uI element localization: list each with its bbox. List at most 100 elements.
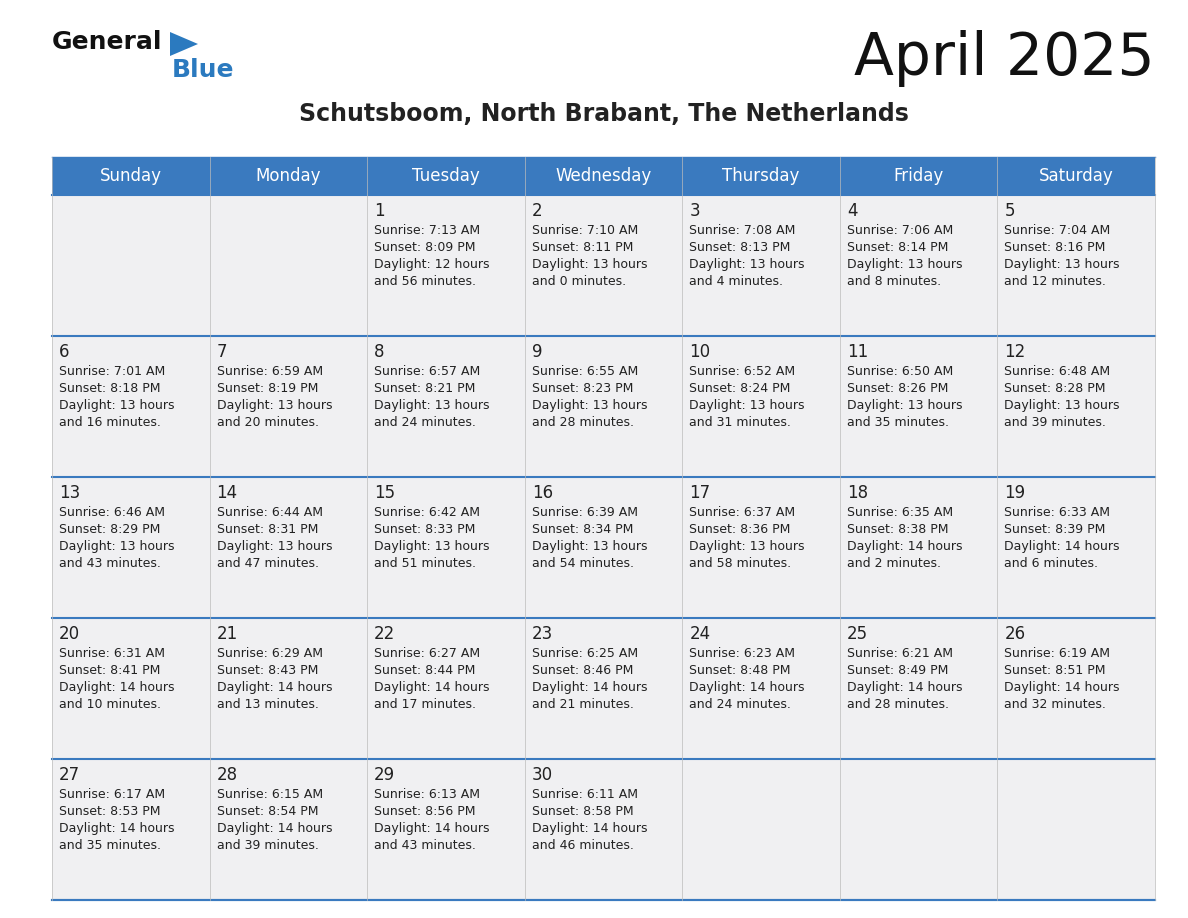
Text: Thursday: Thursday [722, 167, 800, 185]
Text: Monday: Monday [255, 167, 321, 185]
Text: and 0 minutes.: and 0 minutes. [532, 275, 626, 288]
Text: 12: 12 [1004, 343, 1025, 361]
Text: Daylight: 14 hours: Daylight: 14 hours [1004, 540, 1120, 553]
Text: Daylight: 13 hours: Daylight: 13 hours [216, 540, 333, 553]
Text: Sunset: 8:31 PM: Sunset: 8:31 PM [216, 523, 318, 536]
Text: Schutsboom, North Brabant, The Netherlands: Schutsboom, North Brabant, The Netherlan… [298, 102, 909, 126]
Text: 4: 4 [847, 202, 858, 220]
Text: Sunrise: 7:10 AM: Sunrise: 7:10 AM [532, 224, 638, 237]
Text: and 39 minutes.: and 39 minutes. [216, 839, 318, 852]
Bar [525, 477, 682, 618]
Text: Sunset: 8:58 PM: Sunset: 8:58 PM [532, 805, 633, 818]
Text: 19: 19 [1004, 484, 1025, 502]
Text: Daylight: 13 hours: Daylight: 13 hours [1004, 399, 1120, 412]
Text: Daylight: 13 hours: Daylight: 13 hours [1004, 258, 1120, 271]
Text: 9: 9 [532, 343, 542, 361]
Text: Sunrise: 6:35 AM: Sunrise: 6:35 AM [847, 506, 953, 519]
Text: Daylight: 13 hours: Daylight: 13 hours [374, 399, 489, 412]
Text: 21: 21 [216, 625, 238, 643]
Text: Daylight: 13 hours: Daylight: 13 hours [59, 399, 175, 412]
Bar [209, 195, 367, 336]
Text: and 35 minutes.: and 35 minutes. [847, 416, 949, 429]
Text: Daylight: 13 hours: Daylight: 13 hours [532, 258, 647, 271]
Text: 26: 26 [1004, 625, 1025, 643]
Bar [367, 336, 525, 477]
Text: Daylight: 14 hours: Daylight: 14 hours [847, 540, 962, 553]
Text: Daylight: 14 hours: Daylight: 14 hours [1004, 681, 1120, 694]
Text: Sunset: 8:38 PM: Sunset: 8:38 PM [847, 523, 948, 536]
Text: 1: 1 [374, 202, 385, 220]
Text: Tuesday: Tuesday [412, 167, 480, 185]
Text: 23: 23 [532, 625, 552, 643]
Text: Sunrise: 6:59 AM: Sunrise: 6:59 AM [216, 365, 323, 378]
Bar [682, 618, 840, 759]
Bar [367, 195, 525, 336]
Bar [52, 336, 209, 477]
Bar [52, 759, 209, 900]
Bar [682, 759, 840, 900]
Text: Daylight: 13 hours: Daylight: 13 hours [532, 540, 647, 553]
Text: and 17 minutes.: and 17 minutes. [374, 698, 476, 711]
Text: 18: 18 [847, 484, 868, 502]
Text: Blue: Blue [172, 58, 234, 82]
Text: Sunset: 8:34 PM: Sunset: 8:34 PM [532, 523, 633, 536]
Text: Sunrise: 6:57 AM: Sunrise: 6:57 AM [374, 365, 480, 378]
Text: and 4 minutes.: and 4 minutes. [689, 275, 783, 288]
Text: Daylight: 13 hours: Daylight: 13 hours [374, 540, 489, 553]
Text: Sunset: 8:36 PM: Sunset: 8:36 PM [689, 523, 791, 536]
Text: Sunset: 8:14 PM: Sunset: 8:14 PM [847, 241, 948, 254]
Text: Sunset: 8:23 PM: Sunset: 8:23 PM [532, 382, 633, 395]
Text: Daylight: 14 hours: Daylight: 14 hours [59, 681, 175, 694]
Bar [998, 618, 1155, 759]
Text: April 2025: April 2025 [854, 30, 1155, 87]
Text: and 35 minutes.: and 35 minutes. [59, 839, 162, 852]
Text: 25: 25 [847, 625, 868, 643]
Text: Sunset: 8:51 PM: Sunset: 8:51 PM [1004, 664, 1106, 677]
Text: and 46 minutes.: and 46 minutes. [532, 839, 633, 852]
Text: Sunset: 8:43 PM: Sunset: 8:43 PM [216, 664, 318, 677]
Text: Sunrise: 6:44 AM: Sunrise: 6:44 AM [216, 506, 323, 519]
Text: and 28 minutes.: and 28 minutes. [847, 698, 949, 711]
Text: Sunset: 8:24 PM: Sunset: 8:24 PM [689, 382, 791, 395]
Text: Daylight: 14 hours: Daylight: 14 hours [374, 822, 489, 835]
Text: Daylight: 14 hours: Daylight: 14 hours [532, 681, 647, 694]
Bar [840, 477, 998, 618]
Bar [682, 195, 840, 336]
Bar [52, 618, 209, 759]
Bar [209, 618, 367, 759]
Text: Sunrise: 6:52 AM: Sunrise: 6:52 AM [689, 365, 796, 378]
Text: Wednesday: Wednesday [555, 167, 652, 185]
Text: 10: 10 [689, 343, 710, 361]
Bar [998, 195, 1155, 336]
Text: 3: 3 [689, 202, 700, 220]
Text: Sunrise: 7:06 AM: Sunrise: 7:06 AM [847, 224, 953, 237]
Text: Sunset: 8:11 PM: Sunset: 8:11 PM [532, 241, 633, 254]
Text: and 6 minutes.: and 6 minutes. [1004, 557, 1099, 570]
Text: Sunset: 8:21 PM: Sunset: 8:21 PM [374, 382, 475, 395]
Text: and 54 minutes.: and 54 minutes. [532, 557, 633, 570]
Text: and 58 minutes.: and 58 minutes. [689, 557, 791, 570]
Text: and 21 minutes.: and 21 minutes. [532, 698, 633, 711]
Text: Sunset: 8:53 PM: Sunset: 8:53 PM [59, 805, 160, 818]
Text: 6: 6 [59, 343, 70, 361]
Text: Sunrise: 6:42 AM: Sunrise: 6:42 AM [374, 506, 480, 519]
Text: Daylight: 14 hours: Daylight: 14 hours [374, 681, 489, 694]
Text: and 31 minutes.: and 31 minutes. [689, 416, 791, 429]
Text: Daylight: 13 hours: Daylight: 13 hours [689, 399, 804, 412]
Text: and 13 minutes.: and 13 minutes. [216, 698, 318, 711]
Bar [840, 195, 998, 336]
Text: Sunrise: 6:21 AM: Sunrise: 6:21 AM [847, 647, 953, 660]
Bar [209, 477, 367, 618]
Bar [209, 336, 367, 477]
Text: Sunset: 8:28 PM: Sunset: 8:28 PM [1004, 382, 1106, 395]
Bar [525, 759, 682, 900]
Text: 15: 15 [374, 484, 396, 502]
Polygon shape [170, 32, 198, 56]
Text: and 8 minutes.: and 8 minutes. [847, 275, 941, 288]
Text: Friday: Friday [893, 167, 943, 185]
Text: 13: 13 [59, 484, 81, 502]
Text: and 20 minutes.: and 20 minutes. [216, 416, 318, 429]
Text: Sunset: 8:41 PM: Sunset: 8:41 PM [59, 664, 160, 677]
Text: and 16 minutes.: and 16 minutes. [59, 416, 160, 429]
Text: Sunrise: 6:23 AM: Sunrise: 6:23 AM [689, 647, 795, 660]
